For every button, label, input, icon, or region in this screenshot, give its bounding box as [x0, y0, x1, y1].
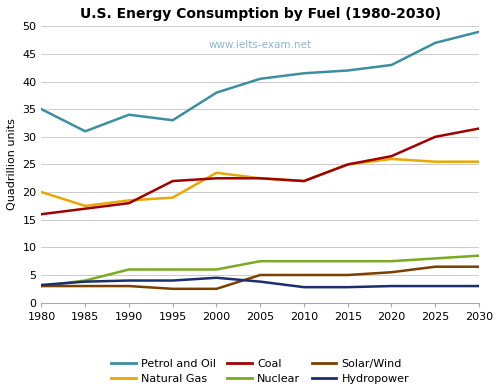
Petrol and Oil	[126, 113, 132, 117]
Petrol and Oil	[38, 107, 44, 111]
Nuclear	[344, 259, 350, 263]
Hydropower	[344, 285, 350, 289]
Natural Gas	[388, 157, 394, 161]
Coal	[257, 176, 263, 180]
Solar/Wind	[126, 284, 132, 288]
Petrol and Oil	[257, 76, 263, 81]
Coal	[432, 135, 438, 139]
Coal	[214, 176, 220, 180]
Nuclear	[214, 267, 220, 272]
Hydropower	[170, 278, 175, 283]
Natural Gas	[301, 179, 307, 184]
Natural Gas	[126, 198, 132, 203]
Text: www.ielts-exam.net: www.ielts-exam.net	[208, 40, 312, 50]
Line: Coal: Coal	[42, 128, 479, 214]
Solar/Wind	[214, 286, 220, 291]
Coal	[301, 179, 307, 184]
Nuclear	[388, 259, 394, 263]
Y-axis label: Quadrillion units: Quadrillion units	[7, 118, 17, 210]
Hydropower	[126, 278, 132, 283]
Hydropower	[432, 284, 438, 288]
Natural Gas	[82, 204, 88, 208]
Nuclear	[432, 256, 438, 261]
Coal	[82, 206, 88, 211]
Nuclear	[38, 284, 44, 288]
Legend: Petrol and Oil, Natural Gas, Coal, Nuclear, Solar/Wind, Hydropower: Petrol and Oil, Natural Gas, Coal, Nucle…	[108, 355, 412, 387]
Petrol and Oil	[170, 118, 175, 123]
Hydropower	[214, 275, 220, 280]
Natural Gas	[476, 159, 482, 164]
Line: Solar/Wind: Solar/Wind	[42, 267, 479, 289]
Hydropower	[388, 284, 394, 288]
Natural Gas	[432, 159, 438, 164]
Solar/Wind	[388, 270, 394, 275]
Line: Nuclear: Nuclear	[42, 256, 479, 286]
Line: Petrol and Oil: Petrol and Oil	[42, 32, 479, 131]
Nuclear	[301, 259, 307, 263]
Solar/Wind	[38, 284, 44, 288]
Nuclear	[476, 253, 482, 258]
Line: Hydropower: Hydropower	[42, 278, 479, 287]
Natural Gas	[38, 190, 44, 194]
Hydropower	[257, 279, 263, 284]
Nuclear	[82, 278, 88, 283]
Petrol and Oil	[388, 62, 394, 67]
Coal	[344, 162, 350, 167]
Solar/Wind	[301, 273, 307, 277]
Solar/Wind	[82, 284, 88, 288]
Coal	[170, 179, 175, 184]
Hydropower	[38, 282, 44, 287]
Hydropower	[82, 279, 88, 284]
Coal	[388, 154, 394, 158]
Nuclear	[170, 267, 175, 272]
Solar/Wind	[476, 264, 482, 269]
Hydropower	[301, 285, 307, 289]
Petrol and Oil	[344, 68, 350, 73]
Petrol and Oil	[82, 129, 88, 133]
Coal	[126, 201, 132, 206]
Nuclear	[126, 267, 132, 272]
Natural Gas	[170, 195, 175, 200]
Petrol and Oil	[301, 71, 307, 76]
Hydropower	[476, 284, 482, 288]
Nuclear	[257, 259, 263, 263]
Solar/Wind	[257, 273, 263, 277]
Coal	[38, 212, 44, 217]
Natural Gas	[344, 162, 350, 167]
Petrol and Oil	[432, 40, 438, 45]
Solar/Wind	[170, 286, 175, 291]
Solar/Wind	[432, 264, 438, 269]
Coal	[476, 126, 482, 131]
Petrol and Oil	[214, 90, 220, 95]
Line: Natural Gas: Natural Gas	[42, 159, 479, 206]
Natural Gas	[214, 170, 220, 175]
Solar/Wind	[344, 273, 350, 277]
Title: U.S. Energy Consumption by Fuel (1980-2030): U.S. Energy Consumption by Fuel (1980-20…	[80, 7, 441, 21]
Natural Gas	[257, 176, 263, 180]
Petrol and Oil	[476, 29, 482, 34]
